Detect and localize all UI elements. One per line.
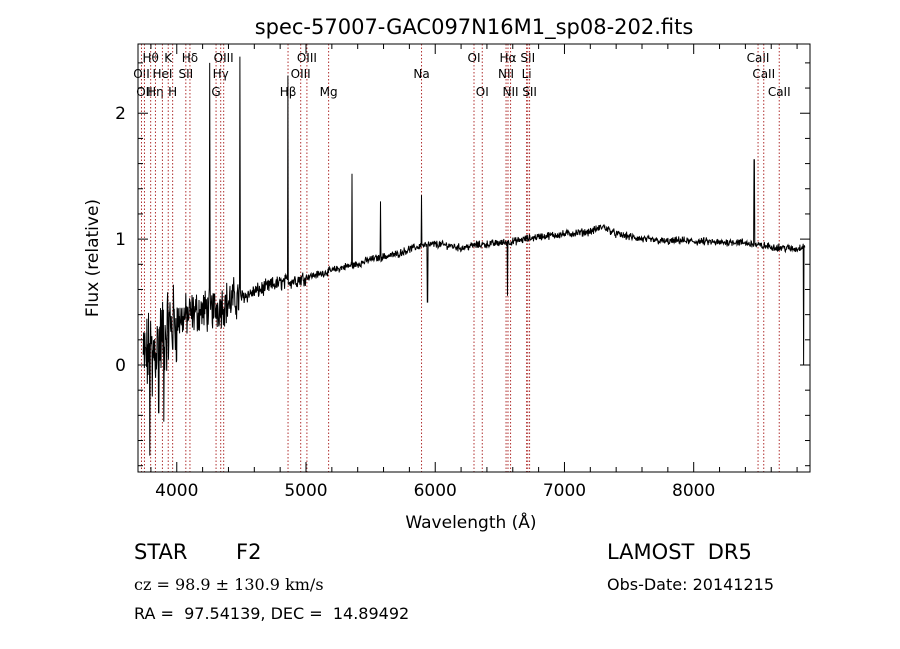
object-subclass: F2 xyxy=(236,540,262,564)
line-marker-label: K xyxy=(164,51,173,65)
y-axis-label: Flux (relative) xyxy=(83,199,103,317)
line-marker-label: Mg xyxy=(320,85,338,99)
line-marker-label: CaII xyxy=(747,51,770,65)
spectrum-series xyxy=(142,56,806,456)
line-marker-label: SII xyxy=(522,85,537,99)
survey-name: LAMOST DR5 xyxy=(607,540,752,564)
x-tick-label: 8000 xyxy=(672,481,715,501)
line-marker-label: SII xyxy=(520,51,535,65)
coordinates: RA = 97.54139, DEC = 14.89492 xyxy=(134,604,410,623)
line-marker-label: OIII xyxy=(291,67,311,81)
axes: 4000 5000 6000 7000 8000 0 1 2 xyxy=(115,44,810,501)
object-class: STAR xyxy=(134,540,188,564)
y-tick-label: 2 xyxy=(115,104,126,124)
emission-line-markers: OIIOIIHθHηHeIKHSIIHδGHγOIIIHβOIIIOIIIMgN… xyxy=(133,44,791,472)
line-marker-label: CaII xyxy=(768,85,791,99)
x-tick-label: 6000 xyxy=(414,481,457,501)
line-marker-label: H xyxy=(168,85,177,99)
line-marker-label: OI xyxy=(468,51,481,65)
line-marker-label: OIII xyxy=(214,51,234,65)
x-tick-label: 4000 xyxy=(155,481,198,501)
line-marker-label: Hα xyxy=(500,51,517,65)
line-marker-label: OIII xyxy=(297,51,317,65)
line-marker-label: Hδ xyxy=(182,51,198,65)
line-marker-label: Hη xyxy=(147,85,164,99)
x-tick-label: 7000 xyxy=(543,481,586,501)
y-tick-label: 1 xyxy=(115,230,126,250)
line-marker-label: OII xyxy=(133,67,150,81)
line-marker-label: Hγ xyxy=(213,67,229,81)
line-marker-label: SII xyxy=(178,67,193,81)
y-tick-label: 0 xyxy=(115,356,126,376)
line-marker-label: HeI xyxy=(152,67,172,81)
spectrum-line xyxy=(142,56,806,456)
line-marker-label: G xyxy=(211,85,220,99)
line-marker-label: Li xyxy=(522,67,532,81)
redshift-value: cz = 98.9 ± 130.9 km/s xyxy=(134,575,324,594)
line-marker-label: Na xyxy=(413,67,429,81)
line-marker-label: Hθ xyxy=(142,51,158,65)
line-marker-label: NII xyxy=(503,85,519,99)
plot-frame xyxy=(137,43,811,473)
observation-date: Obs-Date: 20141215 xyxy=(607,575,775,594)
x-axis-label: Wavelength (Å) xyxy=(405,511,536,533)
line-marker-label: NII xyxy=(498,67,514,81)
x-tick-label: 5000 xyxy=(284,481,327,501)
line-marker-label: OI xyxy=(476,85,489,99)
line-marker-label: CaII xyxy=(752,67,775,81)
chart-title: spec-57007-GAC097N16M1_sp08-202.fits xyxy=(255,15,694,40)
